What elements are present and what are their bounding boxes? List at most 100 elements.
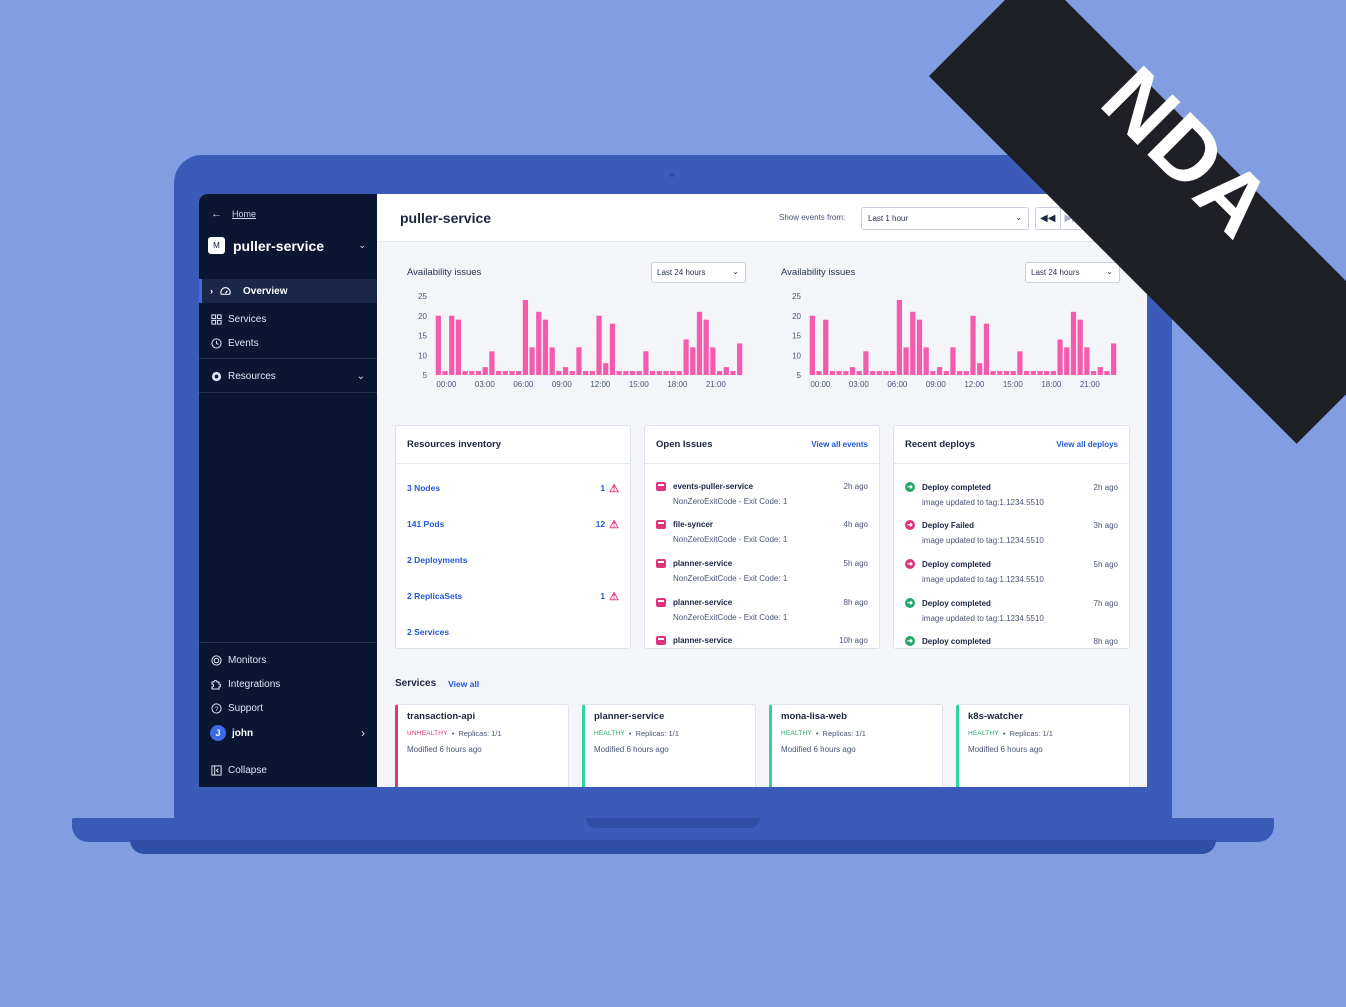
view-all-deploys-link[interactable]: View all deploys [1056,440,1118,449]
deploy-item[interactable]: ➜ Deploy completed 2h ago image updated to… [905,482,1118,514]
deploy-status: Deploy completed [922,482,991,492]
sidebar-item-events[interactable]: Events [199,331,377,355]
chart-bar [516,371,522,375]
card-title: Recent deploys [905,439,976,450]
x-tick-label: 12:00 [590,380,611,389]
chart-bar [936,367,943,375]
chart-bar [609,323,616,375]
inventory-row[interactable]: 3 Nodes 1 ⚠ [407,481,619,495]
inventory-count: 12 [595,519,606,529]
inventory-row[interactable]: 141 Pods 12 ⚠ [407,517,619,531]
service-card[interactable]: k8s-watcher HEALTHY • Replicas: 1/1 Modifi… [956,704,1130,787]
service-card[interactable]: planner-service HEALTHY • Replicas: 1/1 Mo… [582,704,756,787]
chart-range-value: Last 24 hours [1031,268,1080,277]
inventory-label[interactable]: 2 Deployments [407,555,468,565]
service-card[interactable]: mona-lisa-web HEALTHY • Replicas: 1/1 Modi… [769,704,943,787]
inventory-row[interactable]: 2 Deployments [407,553,619,567]
service-replicas: Replicas: 1/1 [822,729,866,738]
chart-range-value: Last 24 hours [657,268,706,277]
open-issues-card: Open Issues View all events events-pulle… [644,425,880,649]
issue-icon [656,482,666,491]
y-tick-label: 20 [418,312,427,321]
chart-bar [649,371,656,375]
time-range-value: Last 1 hour [868,214,909,223]
laptop-notch [586,818,760,828]
sidebar-item-overview[interactable]: › Overview [199,279,377,303]
deploy-item[interactable]: ➜ Deploy completed 8h ago [905,636,1118,648]
inventory-label[interactable]: 3 Nodes [407,483,441,493]
sidebar-item-label: Monitors [228,654,267,666]
y-tick-label: 20 [792,312,801,321]
arrow-right-circle-icon: ➜ [905,559,915,569]
card-title: Open Issues [656,439,713,450]
x-tick-label: 15:00 [629,380,650,389]
chart-bar [943,371,949,375]
chart-bar [823,319,829,375]
inventory-label[interactable]: 2 Services [407,627,450,637]
service-replicas: Replicas: 1/1 [1009,729,1053,738]
sidebar-item-label: Integrations [228,678,281,690]
app-switcher[interactable]: M puller-service ⌄ [208,237,366,254]
chart-range-select[interactable]: Last 24 hours ⌄ [1025,262,1120,283]
deploy-status: Deploy completed [922,598,991,608]
deploy-item[interactable]: ➜ Deploy completed 7h ago image updated to… [905,598,1118,630]
chevron-down-icon: ⌄ [1015,213,1022,222]
camera [670,173,674,177]
sidebar-item-monitors[interactable]: Monitors [199,648,377,672]
rewind-button[interactable]: ◀◀ [1036,208,1061,229]
chart-bar [1057,339,1063,375]
issue-item[interactable]: planner-service 8h ago NonZeroExitCode - … [656,598,868,630]
issue-time: 2h ago [843,482,868,491]
deploy-item[interactable]: ➜ Deploy Failed 3h ago image updated to ta… [905,520,1118,552]
chart-bar [737,343,743,375]
chart-bar [1064,347,1070,375]
sidebar-item-integrations[interactable]: Integrations [199,672,377,696]
chart-bar [1104,371,1110,375]
chart-bar [730,371,736,375]
screen: ← Home M puller-service ⌄ › Overview Ser… [199,194,1147,787]
chart-title: Availability issues [781,267,856,278]
inventory-label[interactable]: 141 Pods [407,519,445,529]
y-tick-label: 10 [418,351,427,360]
sidebar-item-resources[interactable]: Resources ⌄ [199,364,377,388]
collapse-button[interactable]: Collapse [199,758,377,782]
issue-item[interactable]: planner-service 5h ago NonZeroExitCode - … [656,559,868,591]
puzzle-icon [210,678,222,690]
issue-time: 8h ago [843,598,868,607]
collapse-icon [210,764,222,776]
chart-range-select[interactable]: Last 24 hours ⌄ [651,262,746,283]
deploy-time: 5h ago [1093,559,1118,569]
chart-bar [596,315,602,375]
chart-bar [863,351,869,375]
user-menu[interactable]: J john › [199,721,377,745]
issue-item[interactable]: planner-service 10h ago [656,636,868,648]
time-range-select[interactable]: Last 1 hour ⌄ [861,207,1029,230]
grid-icon [210,313,222,325]
view-all-services-link[interactable]: View all [448,678,480,689]
issue-item[interactable]: file-syncer 4h ago NonZeroExitCode - Exit… [656,520,868,552]
chart-bar [1090,371,1097,375]
service-card[interactable]: transaction-api UNHEALTHY • Replicas: 1/1 … [395,704,569,787]
inventory-row[interactable]: 2 Services [407,625,619,639]
separator-dot: • [628,729,632,738]
sidebar-item-services[interactable]: Services [199,307,377,331]
chart-bar [462,371,468,375]
chart-bar [1077,319,1083,375]
chart-bar [716,371,723,375]
x-tick-label: 18:00 [1041,380,1062,389]
home-label[interactable]: Home [232,209,257,219]
issue-detail: NonZeroExitCode - Exit Code: 1 [673,574,788,583]
separator-dot: • [1002,729,1006,738]
home-link[interactable]: ← Home [211,208,256,220]
sidebar-item-support[interactable]: ? Support [199,696,377,720]
deploy-item[interactable]: ➜ Deploy completed 5h ago image updated to… [905,559,1118,591]
inventory-label[interactable]: 2 ReplicaSets [407,591,463,601]
inventory-row[interactable]: 2 ReplicaSets 1 ⚠ [407,589,619,603]
view-all-events-link[interactable]: View all events [811,440,868,449]
chart-bar [623,371,629,375]
chart-bar [1003,371,1010,375]
availability-chart: 5 10 15 20 25 00:00 03:00 06:00 09:00 12:00 15:00 1… [792,292,1117,389]
issue-item[interactable]: events-puller-service 2h ago NonZeroExitC… [656,482,868,514]
service-modified: Modified 6 hours ago [407,745,482,754]
chart-bar [616,371,622,375]
